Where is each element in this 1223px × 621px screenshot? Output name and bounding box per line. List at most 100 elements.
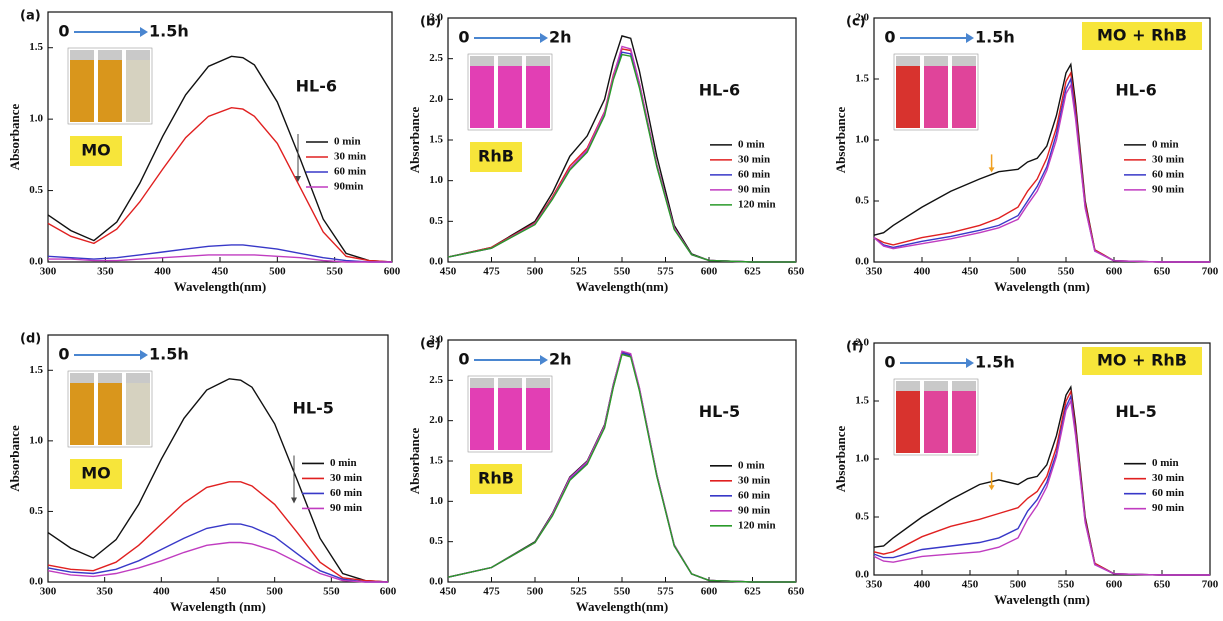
photo-cuvette: [470, 66, 494, 128]
x-tick-label: 500: [527, 586, 544, 598]
y-tick-label: 1.0: [429, 174, 443, 186]
y-tick-label: 1.5: [855, 73, 869, 85]
x-tick-label: 450: [440, 266, 457, 278]
time-start: 0: [58, 345, 69, 364]
y-axis-label: Absorbance: [7, 425, 22, 492]
x-tick-label: 400: [153, 586, 170, 598]
x-tick-label: 500: [1010, 579, 1027, 591]
photo-cuvette-cap: [70, 373, 94, 383]
legend-label: 30 min: [738, 474, 770, 486]
y-tick-label: 0.0: [29, 576, 43, 588]
photo-cuvette: [98, 60, 122, 122]
spectrum-line: [873, 398, 1210, 576]
x-tick-label: 625: [744, 586, 761, 598]
y-axis-label: Absorbance: [833, 426, 848, 493]
panel-label: (e): [420, 337, 441, 352]
time-end: 2h: [549, 28, 572, 47]
x-tick-label: 550: [1058, 579, 1075, 591]
x-tick-label: 550: [1058, 266, 1075, 278]
x-tick-label: 300: [40, 266, 57, 278]
y-tick-label: 3.0: [429, 334, 443, 346]
y-axis-label: Absorbance: [407, 107, 422, 174]
time-start: 0: [884, 28, 895, 47]
photo-cuvette: [924, 391, 948, 453]
x-tick-label: 550: [614, 586, 631, 598]
x-tick-label: 600: [1106, 266, 1123, 278]
legend-label: 60 min: [738, 489, 770, 501]
legend-label: 0 min: [738, 138, 765, 150]
legend-label: 90 min: [1152, 502, 1184, 514]
time-arrow-head: [140, 27, 148, 37]
legend-label: 60 min: [330, 487, 362, 499]
photo-cuvette-cap: [470, 56, 494, 66]
photo-cuvette: [470, 388, 494, 450]
photo-cuvette: [924, 66, 948, 128]
legend-label: 60 min: [334, 166, 366, 178]
photo-cuvette-cap: [126, 50, 150, 60]
legend-label: 60 min: [1152, 487, 1184, 499]
legend-label: 60 min: [738, 168, 770, 180]
photo-cuvette-cap: [526, 56, 550, 66]
photo-cuvette: [896, 66, 920, 128]
x-tick-label: 400: [914, 266, 931, 278]
y-tick-label: 1.5: [855, 395, 869, 407]
x-tick-label: 575: [657, 266, 674, 278]
spectrum-line: [47, 244, 392, 263]
y-tick-label: 0.5: [429, 215, 443, 227]
photo-cuvette-cap: [952, 381, 976, 391]
x-tick-label: 650: [1154, 266, 1171, 278]
x-tick-label: 300: [40, 586, 57, 598]
photo-cuvette-cap: [470, 378, 494, 388]
y-tick-label: 1.0: [855, 453, 869, 465]
legend-label: 0 min: [334, 136, 361, 148]
time-start: 0: [458, 350, 469, 369]
time-end: 1.5h: [975, 353, 1015, 372]
x-axis-label: Wavelength(nm): [576, 599, 668, 614]
x-axis-label: Wavelength (nm): [170, 599, 266, 614]
sample-label: HL-5: [293, 399, 334, 418]
photo-cuvette: [70, 383, 94, 445]
spectrum-line: [447, 53, 796, 263]
y-tick-label: 0.5: [855, 195, 869, 207]
photo-cuvette: [498, 388, 522, 450]
x-tick-label: 350: [866, 266, 883, 278]
x-tick-label: 700: [1202, 579, 1219, 591]
time-arrow-head: [966, 33, 974, 43]
y-tick-label: 2.0: [429, 93, 443, 105]
y-tick-label: 2.5: [429, 52, 443, 64]
x-tick-label: 550: [326, 266, 343, 278]
spectrum-line: [47, 481, 389, 583]
x-tick-label: 400: [154, 266, 171, 278]
spectrum-line: [47, 523, 388, 583]
y-tick-label: 0.0: [855, 569, 869, 581]
time-arrow-head: [540, 355, 548, 365]
y-tick-label: 0.0: [29, 256, 43, 268]
panel-label: (f): [846, 340, 864, 355]
photo-frame: [893, 378, 979, 456]
dye-box: [70, 459, 122, 489]
x-tick-label: 450: [440, 586, 457, 598]
x-tick-label: 650: [788, 266, 805, 278]
spectrum-line: [48, 254, 392, 263]
time-end: 2h: [549, 350, 572, 369]
photo-cuvette: [70, 60, 94, 122]
photo-cuvette: [952, 66, 976, 128]
panel-label: (a): [20, 9, 41, 24]
x-tick-label: 625: [744, 266, 761, 278]
y-tick-label: 1.0: [855, 134, 869, 146]
y-tick-label: 1.5: [29, 364, 43, 376]
panel-label: (c): [846, 15, 866, 30]
x-tick-label: 500: [266, 586, 283, 598]
x-tick-label: 650: [1154, 579, 1171, 591]
y-tick-label: 0.5: [29, 184, 43, 196]
legend-label: 120 min: [738, 519, 776, 531]
photo-cuvette-cap: [498, 56, 522, 66]
legend-label: 30 min: [330, 472, 362, 484]
x-tick-label: 450: [212, 266, 229, 278]
time-end: 1.5h: [149, 345, 189, 364]
legend-label: 120 min: [738, 198, 776, 210]
y-tick-label: 1.5: [429, 455, 443, 467]
photo-frame: [67, 47, 153, 125]
sample-label: HL-6: [699, 81, 740, 100]
legend-label: 90 min: [738, 183, 770, 195]
